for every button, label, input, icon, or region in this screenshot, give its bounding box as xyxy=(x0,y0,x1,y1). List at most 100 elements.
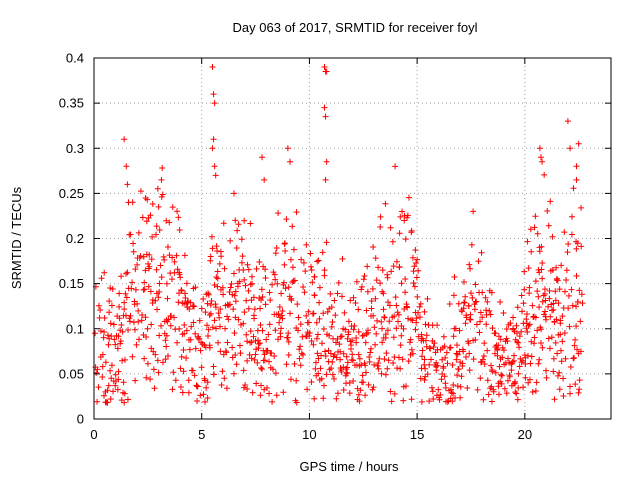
data-point xyxy=(202,309,209,316)
data-point xyxy=(318,375,325,382)
data-point xyxy=(449,398,456,405)
data-point xyxy=(384,327,391,334)
data-point xyxy=(419,353,426,360)
data-point xyxy=(180,368,187,375)
data-point xyxy=(244,357,251,364)
data-point xyxy=(384,274,391,281)
data-point xyxy=(373,330,380,337)
data-point xyxy=(288,297,295,304)
data-point xyxy=(314,258,321,265)
data-point xyxy=(526,290,533,297)
data-point xyxy=(370,312,377,319)
data-point xyxy=(203,322,210,329)
data-point xyxy=(474,386,481,393)
data-point xyxy=(573,323,580,330)
data-point xyxy=(104,387,111,394)
data-point xyxy=(450,390,457,397)
data-point xyxy=(143,333,150,340)
data-point xyxy=(364,329,371,336)
data-point xyxy=(525,322,532,329)
data-point xyxy=(578,243,585,250)
data-point xyxy=(144,360,151,367)
data-point xyxy=(541,290,548,297)
data-point xyxy=(224,339,231,346)
data-point xyxy=(152,351,159,358)
data-point xyxy=(225,302,232,309)
data-point xyxy=(232,298,239,305)
data-point xyxy=(526,321,533,328)
data-point xyxy=(143,374,150,381)
data-point xyxy=(510,314,517,321)
data-point xyxy=(176,325,183,332)
data-point xyxy=(382,371,389,378)
data-point xyxy=(372,295,379,302)
data-point xyxy=(221,265,228,272)
data-point xyxy=(360,332,367,339)
data-point xyxy=(253,380,260,387)
data-point xyxy=(550,300,557,307)
data-point xyxy=(546,287,553,294)
data-point xyxy=(204,300,211,307)
data-point xyxy=(106,309,113,316)
data-point xyxy=(309,279,316,286)
data-point xyxy=(176,227,183,234)
data-point xyxy=(561,329,568,336)
data-point xyxy=(327,290,334,297)
data-point xyxy=(315,370,322,377)
data-point xyxy=(561,229,568,236)
data-point xyxy=(359,332,366,339)
data-point xyxy=(235,316,242,323)
data-point xyxy=(149,296,156,303)
data-point xyxy=(155,294,162,301)
data-point xyxy=(537,340,544,347)
data-point xyxy=(273,392,280,399)
data-point xyxy=(380,290,387,297)
data-point xyxy=(413,319,420,326)
data-point xyxy=(251,306,258,313)
data-point xyxy=(290,278,297,285)
data-point xyxy=(428,356,435,363)
data-point xyxy=(97,327,104,334)
data-point xyxy=(174,339,181,346)
data-point xyxy=(578,291,585,298)
data-point xyxy=(214,268,221,275)
data-point xyxy=(266,321,273,328)
data-point xyxy=(94,366,101,373)
data-point xyxy=(106,298,113,305)
chart-title: Day 063 of 2017, SRMTID for receiver foy… xyxy=(233,20,478,35)
data-point xyxy=(337,356,344,363)
data-point xyxy=(490,388,497,395)
data-point xyxy=(277,330,284,337)
data-point xyxy=(133,341,140,348)
data-point xyxy=(121,399,128,406)
data-point xyxy=(332,312,339,319)
data-point xyxy=(153,266,160,273)
data-point xyxy=(205,326,212,333)
data-point xyxy=(107,396,114,403)
data-point xyxy=(250,294,257,301)
data-point xyxy=(564,249,571,256)
data-point xyxy=(104,332,111,339)
data-point xyxy=(350,294,357,301)
data-point xyxy=(409,317,416,324)
data-point xyxy=(506,373,513,380)
data-point xyxy=(244,261,251,268)
data-point xyxy=(468,290,475,297)
data-point xyxy=(369,386,376,393)
data-point xyxy=(307,263,314,270)
data-point xyxy=(447,344,454,351)
data-point xyxy=(323,68,330,75)
data-point xyxy=(172,377,179,384)
data-point xyxy=(450,333,457,340)
data-point xyxy=(556,369,563,376)
data-point xyxy=(304,386,311,393)
data-point xyxy=(524,328,531,335)
data-point xyxy=(308,337,315,344)
data-point xyxy=(545,335,552,342)
data-point xyxy=(528,338,535,345)
data-point xyxy=(386,302,393,309)
data-point xyxy=(408,346,415,353)
data-point xyxy=(444,398,451,405)
data-point xyxy=(395,318,402,325)
data-point xyxy=(177,274,184,281)
